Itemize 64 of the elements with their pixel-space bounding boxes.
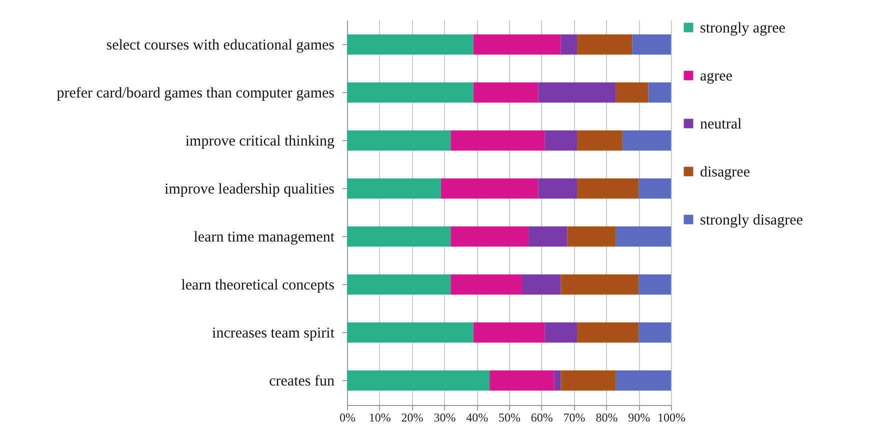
y-tick-label: increases team spirit bbox=[212, 326, 336, 342]
x-tick-label: 70% bbox=[563, 410, 586, 424]
y-tick-label: prefer card/board games than computer games bbox=[56, 85, 335, 102]
y-tick-label: learn time management bbox=[194, 230, 336, 246]
bar bbox=[616, 370, 671, 391]
bar bbox=[473, 34, 561, 55]
y-tick-label: improve leadership qualities bbox=[164, 182, 335, 198]
bar bbox=[648, 82, 671, 103]
bar bbox=[347, 322, 474, 343]
x-tick-label: 80% bbox=[596, 410, 618, 424]
y-tick-label: improve critical thinking bbox=[185, 133, 335, 150]
bar bbox=[473, 322, 545, 343]
bar bbox=[450, 226, 528, 247]
bar bbox=[347, 178, 441, 199]
bar bbox=[522, 274, 561, 295]
x-tick-label: 60% bbox=[530, 410, 553, 424]
bar bbox=[347, 226, 451, 247]
bar bbox=[544, 322, 578, 343]
bar bbox=[347, 274, 451, 295]
bar bbox=[638, 322, 671, 343]
x-tick-label: 0% bbox=[340, 410, 356, 424]
bar bbox=[577, 34, 632, 55]
legend-label: strongly disagree bbox=[700, 212, 804, 228]
bar bbox=[577, 130, 622, 151]
bar bbox=[560, 370, 616, 391]
bar bbox=[577, 322, 639, 343]
bar bbox=[638, 274, 671, 295]
bar bbox=[544, 130, 578, 151]
bar bbox=[347, 34, 474, 55]
bar bbox=[473, 82, 538, 103]
bar bbox=[440, 178, 538, 199]
bar bbox=[347, 370, 490, 391]
bar bbox=[347, 130, 451, 151]
y-tick-label: learn theoretical concepts bbox=[181, 278, 335, 294]
bar bbox=[554, 370, 561, 391]
bar bbox=[538, 178, 578, 199]
bar bbox=[450, 130, 545, 151]
bar bbox=[347, 82, 474, 103]
bar bbox=[538, 82, 616, 103]
legend-label: strongly agree bbox=[700, 20, 786, 36]
x-tick-label: 20% bbox=[401, 410, 424, 424]
bar bbox=[450, 274, 522, 295]
bar bbox=[616, 226, 671, 247]
y-tick-label: creates fun bbox=[269, 374, 335, 390]
bar bbox=[632, 34, 671, 55]
bar bbox=[528, 226, 568, 247]
bar bbox=[622, 130, 671, 151]
x-tick-label: 40% bbox=[466, 410, 488, 424]
bar bbox=[560, 34, 578, 55]
legend-label: disagree bbox=[700, 164, 750, 180]
bar bbox=[560, 274, 639, 295]
bar bbox=[567, 226, 616, 247]
x-tick-label: 30% bbox=[434, 410, 456, 424]
legend-label: agree bbox=[700, 68, 733, 84]
x-tick-label: 100% bbox=[658, 410, 686, 424]
y-tick-label: select courses with educational games bbox=[106, 37, 335, 54]
bar bbox=[577, 178, 639, 199]
x-tick-label: 50% bbox=[498, 410, 520, 424]
bar bbox=[638, 178, 671, 199]
bar bbox=[490, 370, 554, 391]
x-tick-label: 10% bbox=[368, 410, 391, 424]
x-tick-label: 90% bbox=[628, 410, 650, 424]
bar bbox=[616, 82, 648, 103]
legend-label: neutral bbox=[700, 116, 742, 132]
